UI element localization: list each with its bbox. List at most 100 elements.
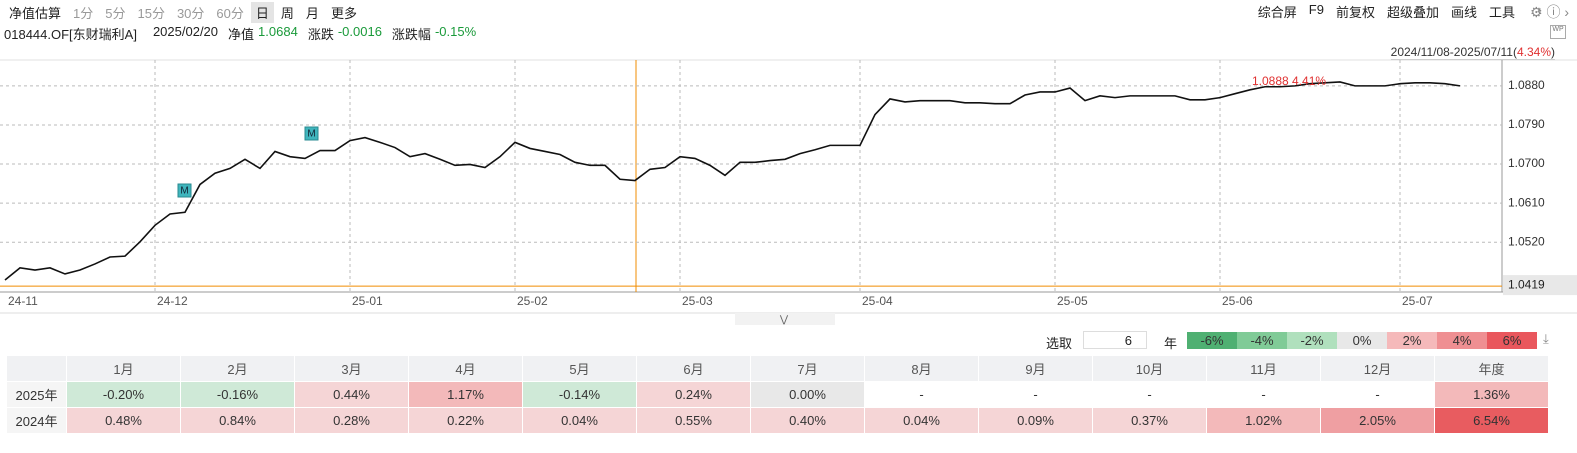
legend-item: -6% [1187,332,1237,349]
x-tick-label: 25-05 [1057,294,1088,308]
pct-value: -0.15% [434,24,477,39]
column-header: 3月 [294,355,409,382]
wp-badge[interactable]: WP [1550,25,1566,39]
tool-button[interactable]: 工具 [1488,5,1515,20]
tab[interactable]: 1分 [73,6,94,21]
column-header: 5月 [522,355,637,382]
y-tick-label: 1.0880 [1508,78,1545,92]
table-cell: -0.20% [66,381,181,408]
tool-button[interactable]: 前复权 [1335,5,1375,20]
x-tick-label: 25-04 [862,294,893,308]
range-return: 4.34% [1516,45,1551,59]
annotation: 1.0888 4.41% [1252,74,1326,88]
tool-button[interactable]: 超级叠加 [1386,5,1439,20]
table-cell: 0.55% [636,407,751,434]
legend-item: 0% [1337,332,1387,349]
column-header: 2月 [180,355,295,382]
nav-prev[interactable]: ‹ [1537,2,1542,18]
tab[interactable]: 60分 [216,6,244,21]
table-cell: - [978,381,1093,408]
table-cell: 0.22% [408,407,523,434]
marker-box [304,126,319,141]
corner-cell [6,355,67,382]
column-header: 6月 [636,355,751,382]
column-header: 11月 [1206,355,1321,382]
table-cell: -0.16% [180,381,295,408]
y-tick-label: 1.0610 [1508,195,1545,209]
table-cell: 0.48% [66,407,181,434]
range-close: ) [1551,45,1555,59]
date: 2025/02/20 [152,24,219,39]
table-cell: 0.40% [750,407,865,434]
x-tick-label: 25-02 [517,294,548,308]
reference-label-box [1503,275,1577,296]
selector-input[interactable]: 6 [1083,331,1147,349]
table-cell: 2.05% [1320,407,1435,434]
info-line: 018444.OF[东财瑞利A] 2025/02/20 净值 1.0684 涨跌… [4,24,476,43]
tab[interactable]: 30分 [176,6,205,21]
collapse-handle[interactable] [735,313,835,325]
y-tick-label: 1.0790 [1508,117,1545,131]
collapse-icon: ⋁ [779,315,789,326]
table-cell: 0.44% [294,381,409,408]
table-cell: - [1206,381,1321,408]
table-cell: 0.04% [864,407,979,434]
table-cell: 1.17% [408,381,523,408]
column-header: 10月 [1092,355,1207,382]
column-header: 年度 [1434,355,1549,382]
color-legend: -6% -4% -2% 0% 2% 4% 6% [1187,332,1537,349]
x-tick-label: 25-03 [682,294,713,308]
nav-value: 1.0684 [258,24,298,39]
tool-button[interactable]: 综合屏 [1257,5,1297,20]
column-header: 8月 [864,355,979,382]
y-tick-label: 1.0700 [1508,156,1545,170]
x-tick-label: 25-01 [352,294,383,308]
row-label: 2024年 [6,407,67,434]
selector-value: 6 [1124,333,1132,348]
tool-button[interactable]: 画线 [1450,5,1477,20]
monthly-table: 1月 2月 3月 4月 5月 6月 7月 8月 9月 10月 11月 12月 年度 2025年 -0.20%… [6,355,1549,434]
tab[interactable]: 更多 [330,6,357,21]
table-cell: 0.28% [294,407,409,434]
legend-item: 6% [1487,332,1537,349]
table-cell: -0.14% [522,381,637,408]
pct-label: 涨跌幅 [391,27,431,42]
column-header: 4月 [408,355,523,382]
tool-button[interactable]: F9 [1308,2,1324,17]
table-cell: 0.09% [978,407,1093,434]
table-cell: - [1092,381,1207,408]
toolbar-left: 净值估算 1分 5分 15分 30分 60分日周月更多 [4,2,362,23]
tab[interactable]: 周 [280,6,294,21]
tab[interactable]: 15分 [137,6,165,21]
marker-box [177,183,192,198]
x-tick-label: 24-11 [8,294,38,308]
header-row: 1月 2月 3月 4月 5月 6月 7月 8月 9月 10月 11月 12月 年度 [6,355,1549,382]
tab[interactable]: 日 [250,2,274,23]
table-cell: 0.37% [1092,407,1207,434]
legend-item: 4% [1437,332,1487,349]
table-cell: 0.00% [750,381,865,408]
download-icon[interactable]: ⤓ [1543,331,1549,346]
table-cell: 6.54% [1434,407,1549,434]
change-label: 涨跌 [307,27,334,42]
y-tick-label: 1.0520 [1508,234,1545,248]
legend-item: -4% [1237,332,1287,349]
legend-item: -2% [1287,332,1337,349]
marker-label: M [180,186,188,197]
selector-unit: 年 [1164,336,1178,351]
column-header: 1月 [66,355,181,382]
tab[interactable]: 月 [305,6,319,21]
nav-label: 净值 [228,27,255,42]
reference-label: 1.0419 [1508,277,1545,291]
toolbar-icons: ⚙ ⓘ › [1530,4,1569,20]
table-cell: 0.24% [636,381,751,408]
range-period: 2024/11/08-2025/07/11( [1390,45,1517,59]
tab[interactable]: 5分 [105,6,126,21]
selector-label: 选取 [1046,336,1073,351]
tab[interactable]: 净值估算 [9,6,62,21]
table-row: 2025年 -0.20% -0.16% 0.44% 1.17% -0.14% 0.24% 0.… [6,381,1549,408]
toolbar-right: 综合屏 F9 前复权 超级叠加 画线 工具 [1258,2,1515,21]
chart: ⋁ 1.0880 1.0790 1.0700 1.0610 1.0520 24-11 24-… [0,59,1577,326]
column-header: 7月 [750,355,865,382]
row-label: 2025年 [6,381,67,408]
